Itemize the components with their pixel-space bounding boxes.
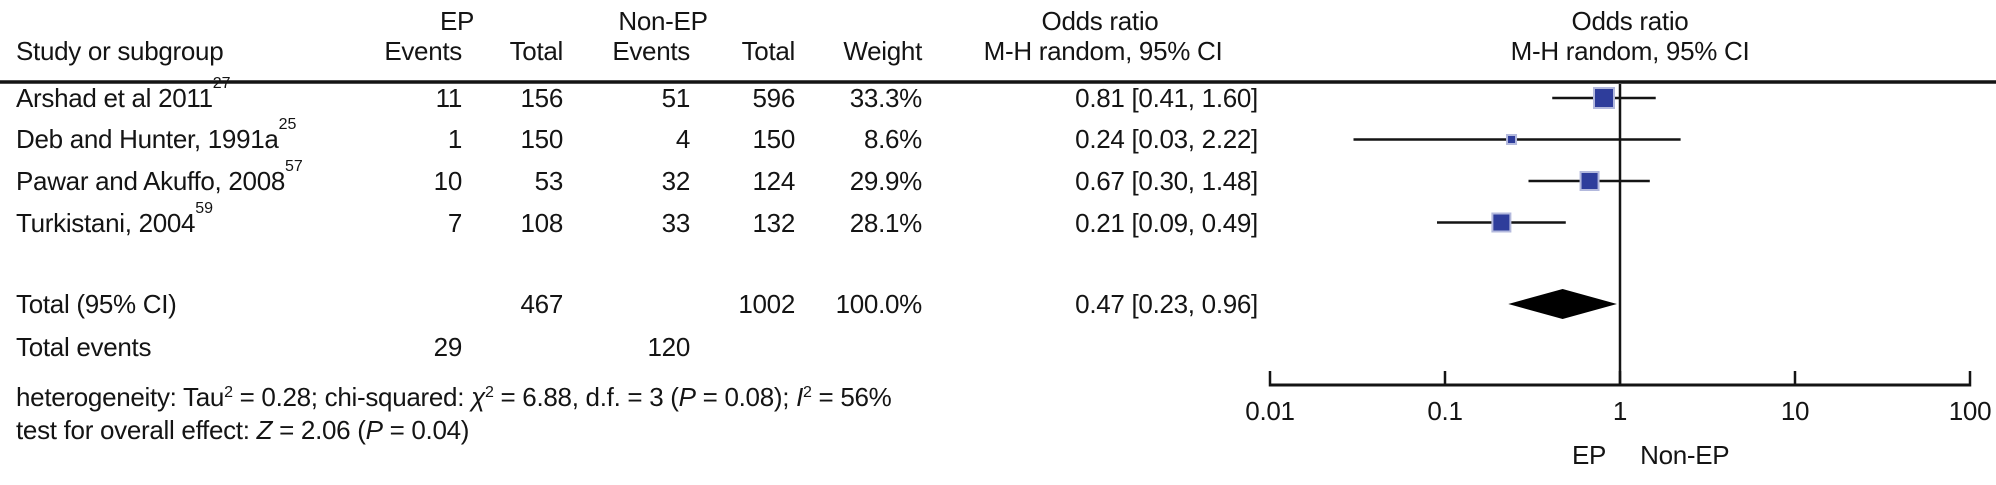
ep-total-value: 53: [534, 166, 564, 196]
total-ep-total-value: 467: [520, 289, 564, 319]
total-or-ci-value: 0.47 [0.23, 0.96]: [1075, 289, 1258, 319]
header-study-col: Study or subgroup: [16, 36, 224, 66]
total-events-ep-value: 29: [433, 332, 463, 362]
header-ep-group: EP: [439, 6, 475, 36]
header-plot-line2: M-H random, 95% CI: [1510, 36, 1750, 66]
study-label: Pawar and Akuffo, 200857: [16, 159, 303, 196]
ep-events-value: 7: [447, 208, 462, 238]
ep-events-value: 1: [447, 124, 462, 154]
nonep-total-value: 150: [752, 124, 796, 154]
axis-tick-label: 1: [1612, 396, 1628, 426]
nonep-events-value: 32: [661, 166, 691, 196]
study-ref: 25: [278, 116, 297, 134]
total-row-label: Total (95% CI): [16, 289, 177, 319]
total-weight-value: 100.0%: [835, 289, 923, 319]
effect-square: [1592, 87, 1615, 109]
total-nonep-total-value: 1002: [738, 289, 795, 319]
ep-total-value: 156: [520, 83, 564, 113]
or-ci-value: 0.67 [0.30, 1.48]: [1075, 166, 1258, 196]
weight-value: 29.9%: [849, 166, 923, 196]
study-name: Turkistani, 2004: [16, 208, 196, 238]
study-ref: 27: [212, 75, 231, 93]
ep-total-value: 150: [520, 124, 564, 154]
effect-square: [1491, 212, 1512, 233]
weight-value: 28.1%: [849, 208, 923, 238]
study-name: Pawar and Akuffo, 2008: [16, 166, 286, 196]
header-nonep-events: Events: [612, 36, 690, 66]
favours-right-label: Non-EP: [1640, 440, 1730, 470]
ep-total-value: 108: [520, 208, 564, 238]
nonep-events-value: 33: [661, 208, 691, 238]
header-nonep-total: Total: [741, 36, 796, 66]
heterogeneity-text: heterogeneity: Tau2 = 0.28; chi-squared:…: [16, 382, 892, 412]
nonep-total-value: 596: [752, 83, 796, 113]
nonep-events-value: 51: [661, 83, 691, 113]
or-ci-value: 0.21 [0.09, 0.49]: [1075, 208, 1258, 238]
axis-tick-label: 0.1: [1427, 396, 1463, 426]
favours-left-label: EP: [1572, 440, 1607, 470]
study-ref: 59: [195, 200, 214, 218]
header-ep-events: Events: [384, 36, 462, 66]
or-ci-value: 0.24 [0.03, 2.22]: [1075, 124, 1258, 154]
header-plot-line1: Odds ratio: [1571, 6, 1689, 36]
effect-square: [1579, 171, 1600, 191]
axis-tick-label: 100: [1948, 396, 1992, 426]
header-nonep-group: Non-EP: [618, 6, 708, 36]
ep-events-value: 11: [435, 83, 463, 113]
nonep-total-value: 132: [752, 208, 796, 238]
header-or-col-line1: Odds ratio: [1041, 6, 1159, 36]
nonep-events-value: 4: [675, 124, 690, 154]
total-events-nonep-value: 120: [647, 332, 691, 362]
study-label: Turkistani, 200459: [16, 201, 213, 238]
effect-square: [1506, 134, 1518, 145]
study-name: Deb and Hunter, 1991a: [16, 124, 279, 154]
study-name: Arshad et al 2011: [16, 83, 213, 113]
study-label: Deb and Hunter, 1991a25: [16, 117, 296, 154]
pooled-diamond: [1508, 289, 1617, 319]
weight-value: 33.3%: [849, 83, 923, 113]
study-label: Arshad et al 201127: [16, 76, 231, 113]
study-ref: 57: [285, 158, 303, 176]
ep-events-value: 10: [433, 166, 463, 196]
favours-labels: EP Non-EP: [1572, 440, 1730, 470]
axis-tick-label: 0.01: [1245, 396, 1295, 426]
header-weight: Weight: [843, 36, 922, 66]
or-ci-value: 0.81 [0.41, 1.60]: [1075, 83, 1258, 113]
header-or-col-line2: M-H random, 95% CI: [983, 36, 1223, 66]
nonep-total-value: 124: [752, 166, 796, 196]
header-ep-total: Total: [509, 36, 564, 66]
total-events-label: Total events: [16, 332, 152, 362]
axis-tick-label: 10: [1780, 396, 1810, 426]
weight-value: 8.6%: [863, 124, 922, 154]
overall-effect-text: test for overall effect: Z = 2.06 (P = 0…: [16, 415, 470, 445]
